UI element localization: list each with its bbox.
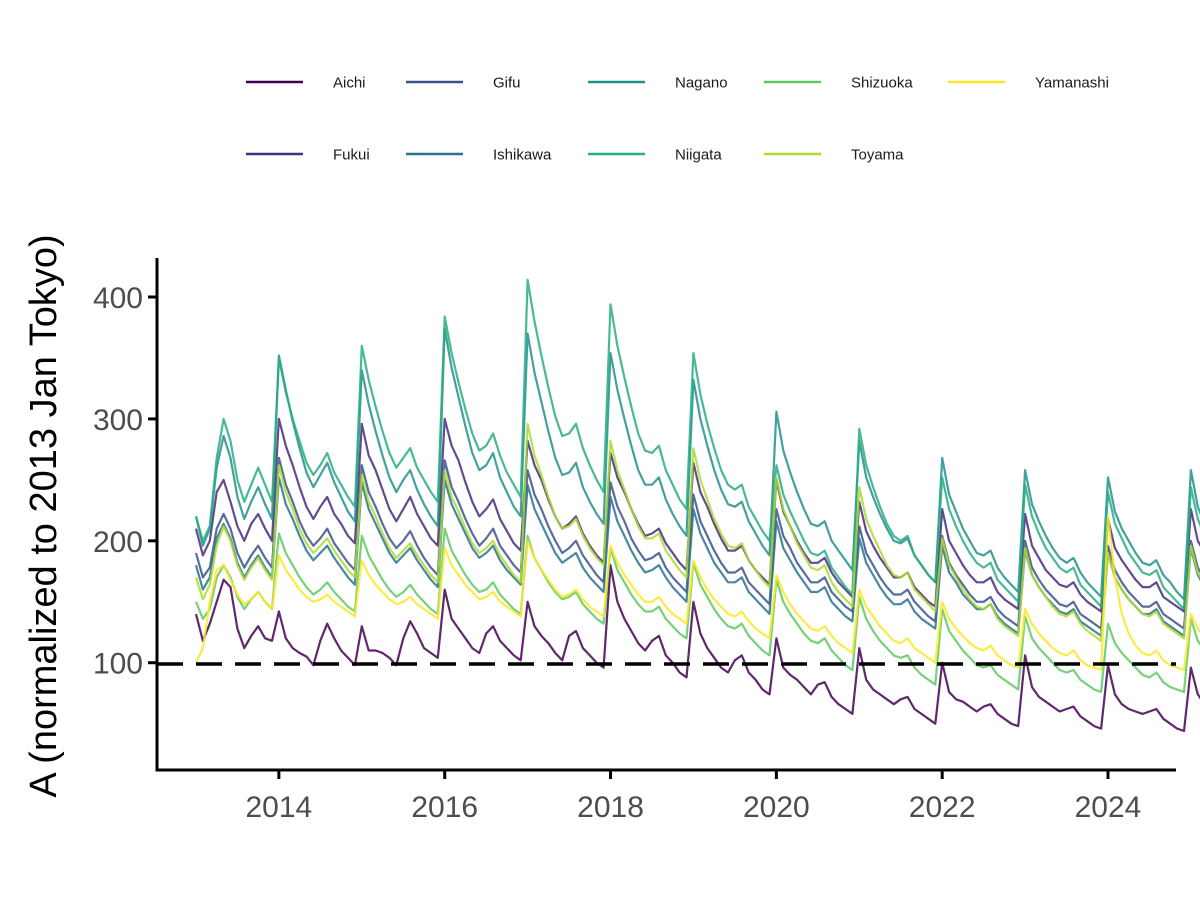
legend-label-nagano: Nagano <box>675 75 728 92</box>
series-line-aichi <box>194 564 1200 733</box>
legend-label-shizuoka: Shizuoka <box>851 75 913 92</box>
y-tick-label: 200 <box>93 526 143 559</box>
y-tick-label: 300 <box>93 404 143 437</box>
x-tick-label: 2018 <box>577 791 644 824</box>
x-tick-label: 2014 <box>246 791 313 824</box>
legend: Aichi Fukui Gifu Ishikawa Nagano Niigata Shizu… <box>246 75 1109 164</box>
y-axis-title: A (normalized to 2013 Jan Tokyo) <box>23 234 65 797</box>
legend-label-ishikawa: Ishikawa <box>493 147 552 164</box>
legend-label-niigata: Niigata <box>675 147 722 164</box>
x-tick-label: 2024 <box>1075 791 1142 824</box>
legend-label-yamanashi: Yamanashi <box>1035 75 1109 92</box>
y-axis-ticks: 100 200 300 400 <box>93 282 157 681</box>
x-tick-label: 2016 <box>411 791 478 824</box>
series-line-yamanashi <box>195 515 1200 672</box>
series-line-toyama <box>194 422 1200 642</box>
legend-label-toyama: Toyama <box>851 147 904 164</box>
series-line-shizuoka <box>194 527 1200 694</box>
y-tick-label: 100 <box>93 648 143 681</box>
legend-label-fukui: Fukui <box>333 147 370 164</box>
x-axis-ticks: 2014 2016 2018 2020 2022 2024 <box>246 770 1142 824</box>
legend-label-aichi: Aichi <box>333 75 366 92</box>
x-tick-label: 2020 <box>743 791 810 824</box>
series-line-niigata <box>194 278 1200 611</box>
series-line-gifu <box>194 456 1200 630</box>
series-line-ishikawa <box>194 476 1200 637</box>
plot-area <box>194 278 1200 733</box>
legend-label-gifu: Gifu <box>493 75 521 92</box>
y-tick-label: 400 <box>93 282 143 315</box>
x-tick-label: 2022 <box>909 791 976 824</box>
series-line-nagano <box>194 327 1200 601</box>
